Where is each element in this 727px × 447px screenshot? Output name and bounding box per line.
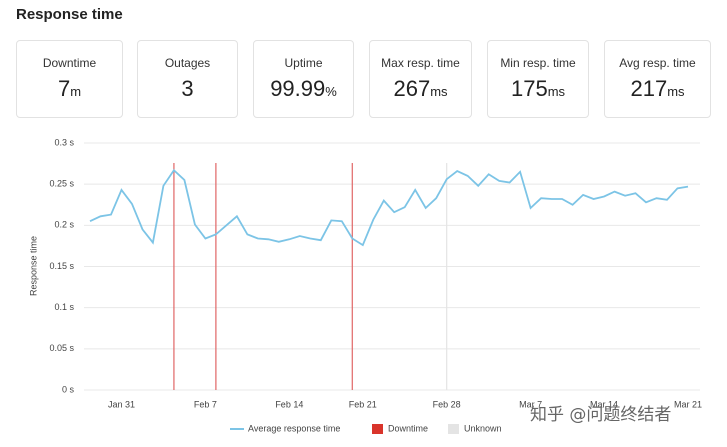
stat-value: 3 <box>181 76 194 101</box>
y-tick-label: 0.25 s <box>49 179 74 189</box>
stat-value-wrap: 267ms <box>370 76 471 102</box>
x-tick-label: Feb 21 <box>349 399 377 409</box>
stat-card: Uptime 99.99% <box>253 40 354 118</box>
legend-swatch <box>372 424 383 434</box>
x-tick-label: Mar 14 <box>590 399 618 409</box>
y-tick-label: 0.2 s <box>54 220 74 230</box>
stat-value-wrap: 217ms <box>605 76 710 102</box>
stat-value: 267 <box>393 76 431 101</box>
stat-value-wrap: 99.99% <box>254 76 353 102</box>
stat-label: Max resp. time <box>381 56 460 70</box>
x-tick-label: Feb 14 <box>275 399 303 409</box>
x-tick-label: Feb 7 <box>194 399 217 409</box>
stat-card: Downtime 7m <box>16 40 123 118</box>
stat-card: Min resp. time 175ms <box>487 40 589 118</box>
legend-label: Unknown <box>464 423 502 433</box>
stat-value-wrap: 3 <box>138 76 237 102</box>
stat-value-wrap: 7m <box>17 76 122 102</box>
y-axis-label: Response time <box>28 236 38 296</box>
stat-card: Avg resp. time 217ms <box>604 40 711 118</box>
x-tick-label: Feb 28 <box>433 399 461 409</box>
stat-unit: ms <box>667 84 685 99</box>
stat-unit: ms <box>547 84 566 99</box>
stat-card: Outages 3 <box>137 40 238 118</box>
stat-label: Avg resp. time <box>619 56 696 70</box>
y-tick-label: 0.15 s <box>49 261 74 271</box>
stat-value: 99.99 <box>270 76 326 101</box>
stat-label: Outages <box>164 56 211 70</box>
stat-unit: ms <box>430 84 448 99</box>
stat-unit: % <box>325 84 337 99</box>
stat-value: 7 <box>57 76 71 101</box>
legend-label: Average response time <box>248 423 340 433</box>
page-title: Response time <box>16 6 123 23</box>
stat-value: 175 <box>510 76 548 101</box>
x-tick-label: Jan 31 <box>108 399 135 409</box>
y-tick-label: 0.1 s <box>54 302 74 312</box>
series-line <box>89 168 689 247</box>
x-tick-label: Mar 21 <box>674 399 702 409</box>
stat-label: Downtime <box>42 56 97 70</box>
watermark: 知乎 @问题终结者 <box>530 405 672 425</box>
legend-swatch <box>448 424 459 434</box>
x-tick-label: Mar 7 <box>519 399 542 409</box>
stat-label: Uptime <box>284 56 323 70</box>
stat-value: 217 <box>630 76 668 101</box>
legend-label: Downtime <box>388 423 428 433</box>
stat-unit: m <box>70 84 82 99</box>
y-tick-label: 0.3 s <box>54 137 74 147</box>
stat-label: Min resp. time <box>500 56 576 70</box>
stat-card: Max resp. time 267ms <box>369 40 472 118</box>
stat-value-wrap: 175ms <box>488 76 588 102</box>
y-tick-label: 0.05 s <box>49 343 74 353</box>
y-tick-label: 0 s <box>62 384 75 394</box>
